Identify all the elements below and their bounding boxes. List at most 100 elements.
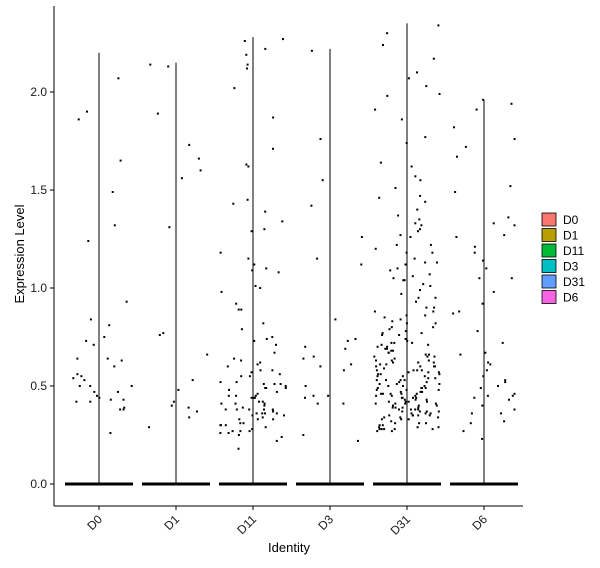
- point-d31-192: [417, 404, 420, 407]
- point-d1-11: [149, 63, 152, 66]
- point-d6-5: [503, 420, 506, 423]
- point-d31-158: [434, 365, 436, 368]
- point-d31-92: [405, 322, 408, 325]
- point-d31-163: [424, 136, 427, 139]
- point-d11-60: [240, 308, 243, 311]
- point-d0-22: [113, 365, 116, 368]
- point-d0-6: [76, 373, 79, 376]
- point-d31-156: [402, 279, 405, 282]
- point-d6-20: [492, 222, 495, 225]
- point-d31-200: [387, 385, 390, 387]
- point-d31-5: [418, 422, 421, 425]
- point-d6-4: [511, 394, 514, 397]
- point-d31-63: [381, 334, 384, 336]
- x-tick-label-d0: D0: [84, 512, 105, 533]
- point-d0-2: [106, 357, 109, 360]
- point-d11-96: [240, 359, 243, 362]
- point-d31-165: [387, 351, 390, 354]
- point-d11-79: [256, 392, 259, 395]
- point-d11-69: [235, 408, 238, 411]
- point-d3-1: [302, 357, 305, 360]
- point-d11-28: [253, 263, 256, 266]
- point-d11-54: [275, 439, 278, 442]
- point-d3-24: [350, 363, 353, 366]
- point-d11-100: [277, 271, 280, 274]
- point-d6-2: [455, 236, 458, 238]
- point-d31-173: [390, 341, 393, 344]
- point-d0-8: [111, 191, 114, 193]
- legend-label-d6: D6: [563, 291, 579, 305]
- point-d6-12: [513, 408, 516, 411]
- point-d31-50: [409, 408, 412, 411]
- point-d31-56: [392, 361, 394, 364]
- point-d0-26: [125, 300, 128, 303]
- point-d11-46: [264, 426, 267, 429]
- point-d1-7: [162, 332, 165, 335]
- point-d0-5: [109, 432, 112, 434]
- point-d11-1: [246, 198, 249, 201]
- point-d6-14: [456, 155, 458, 158]
- point-d6-17: [482, 375, 485, 378]
- point-d0-17: [117, 390, 119, 393]
- point-d11-0: [245, 163, 248, 166]
- point-d11-5: [235, 381, 238, 384]
- point-d31-197: [419, 228, 421, 231]
- point-d11-66: [275, 412, 278, 415]
- point-d11-21: [248, 430, 251, 433]
- point-d6-35: [476, 330, 479, 333]
- point-d31-61: [431, 428, 434, 431]
- point-d31-170: [400, 292, 403, 295]
- point-d31-6: [390, 430, 393, 433]
- point-d11-10: [237, 447, 240, 450]
- point-d6-24: [508, 398, 510, 401]
- point-d31-96: [426, 355, 429, 358]
- point-d6-23: [487, 361, 490, 364]
- point-d1-10: [188, 416, 191, 419]
- x-tick-label-d1: D1: [161, 512, 182, 533]
- point-d31-167: [376, 387, 379, 389]
- point-d31-169: [428, 414, 431, 417]
- point-d31-145: [396, 267, 399, 270]
- point-d3-4: [304, 345, 307, 348]
- point-d31-14: [419, 194, 422, 197]
- point-d31-206: [393, 357, 396, 360]
- point-d31-140: [437, 371, 440, 374]
- point-d31-93: [415, 300, 417, 303]
- point-d11-102: [219, 381, 222, 384]
- point-d11-64: [284, 387, 287, 389]
- point-d6-33: [503, 234, 506, 237]
- point-d11-14: [250, 230, 253, 233]
- point-d0-7: [123, 406, 126, 409]
- point-d6-29: [459, 353, 462, 356]
- point-d11-51: [248, 375, 251, 378]
- point-d31-171: [429, 243, 432, 246]
- point-d11-53: [239, 430, 242, 433]
- point-d31-146: [417, 230, 419, 233]
- point-d31-182: [379, 363, 382, 366]
- point-d11-95: [271, 408, 274, 411]
- point-d6-43: [510, 102, 513, 105]
- point-d11-17: [259, 369, 262, 372]
- point-d31-195: [382, 44, 384, 46]
- point-d31-55: [416, 208, 419, 211]
- point-d31-19: [401, 406, 404, 409]
- point-d0-4: [109, 398, 112, 401]
- point-d31-196: [386, 32, 389, 35]
- point-d0-14: [103, 336, 106, 338]
- point-d11-82: [248, 408, 251, 411]
- point-d31-144: [425, 306, 428, 309]
- point-d31-1: [407, 371, 410, 374]
- point-d6-36: [504, 381, 507, 384]
- point-d31-176: [412, 396, 414, 399]
- point-d31-11: [405, 314, 408, 317]
- point-d11-63: [271, 369, 274, 372]
- point-d31-106: [375, 369, 378, 372]
- point-d3-18: [312, 394, 315, 397]
- point-d31-209: [401, 410, 404, 413]
- point-d31-32: [437, 24, 440, 27]
- point-d31-69: [429, 412, 432, 415]
- point-d11-78: [227, 432, 230, 434]
- point-d3-0: [321, 179, 324, 182]
- point-d1-17: [158, 334, 161, 336]
- point-d31-204: [374, 108, 377, 111]
